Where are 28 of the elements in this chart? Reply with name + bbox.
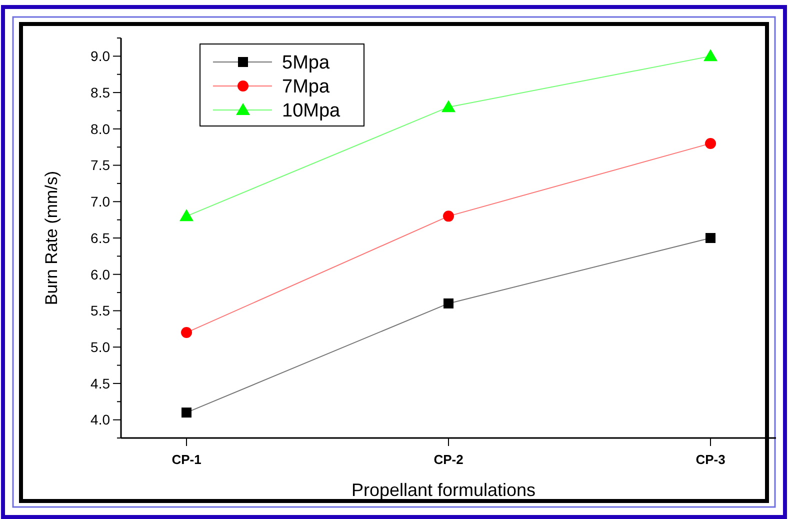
x-axis-title: Propellant formulations [351,480,536,500]
y-tick-label: 6.5 [90,230,110,246]
legend-label: 7Mpa [282,76,330,98]
y-tick-label: 7.0 [90,194,110,210]
y-tick-label: 5.0 [90,338,110,355]
x-tick-label: CP-3 [696,452,726,467]
point [443,210,454,222]
legend-label: 5Mpa [282,52,330,74]
x-tick-label: CP-2 [434,452,464,467]
point [180,209,194,222]
point [181,327,192,338]
y-tick-label: 5.5 [90,302,110,319]
point [442,100,456,112]
y-tick-label: 6.0 [90,266,110,282]
y-tick-label: 9.0 [90,48,110,64]
y-axis-title: Burn Rate (mm/s) [42,170,61,306]
point [706,233,716,243]
point [705,138,716,149]
point [444,298,454,308]
point [182,408,192,418]
y-tick-label: 8.5 [90,84,110,100]
y-tick-label: 7.5 [90,157,110,174]
y-tick-label: 4.0 [90,412,110,428]
legend-label: 10Mpa [282,100,341,122]
x-tick-label: CP-1 [172,452,202,467]
point [704,49,718,62]
y-tick-label: 4.5 [90,375,110,392]
y-tick-label: 8.0 [90,120,110,137]
